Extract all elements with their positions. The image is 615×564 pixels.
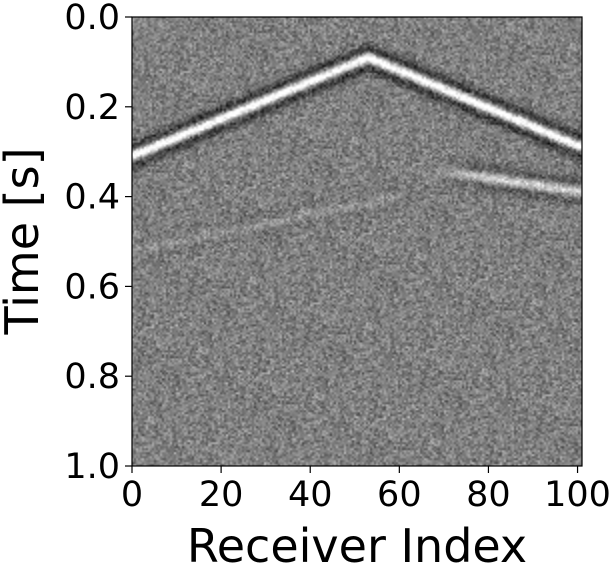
y-tick-label: 0.6 (64, 267, 120, 307)
x-tick-label: 40 (288, 475, 333, 515)
y-tick-label: 0.4 (64, 178, 120, 218)
x-tick-label: 60 (377, 475, 422, 515)
x-axis-label: Receiver Index (187, 519, 527, 564)
y-tick-label: 0.8 (64, 357, 120, 397)
x-tick-label: 80 (466, 475, 511, 515)
x-tick-label: 20 (199, 475, 244, 515)
y-axis: 0.0 0.2 0.4 0.6 0.8 1.0 (64, 0, 132, 487)
y-tick-label: 0.2 (64, 88, 120, 128)
seismic-heatmap-image (132, 17, 582, 466)
plot-frame (131, 16, 583, 467)
y-axis-label: Time [s] (0, 147, 49, 335)
x-tick-label: 100 (544, 475, 611, 515)
y-tick-label: 1.0 (64, 447, 120, 487)
y-tick-label: 0.0 (64, 0, 120, 38)
x-tick-label: 0 (121, 475, 143, 515)
x-axis: 0 20 40 60 80 100 (121, 466, 611, 515)
plot-area (131, 16, 583, 467)
